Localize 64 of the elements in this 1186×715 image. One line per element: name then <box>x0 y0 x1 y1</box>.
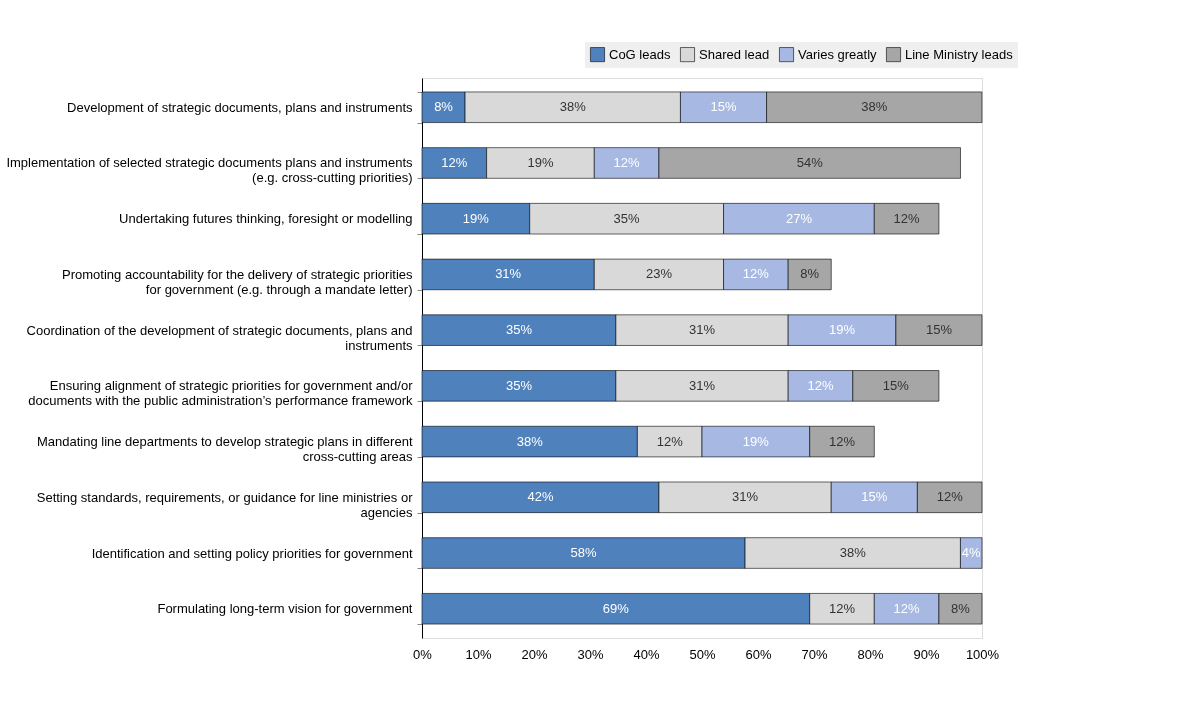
x-tick-label: 20% <box>521 646 548 662</box>
x-tick-label: 50% <box>689 646 716 662</box>
y-tick-label: Implementation of selected strategic documents plans and instruments (e.g. cross-cutting priorities) <box>6 155 413 186</box>
x-tick-label: 90% <box>913 646 940 662</box>
x-tick-label: 30% <box>577 646 604 662</box>
x-tick-label: 40% <box>633 646 660 662</box>
data-label: 12% <box>807 377 834 393</box>
data-label: 54% <box>796 154 824 170</box>
data-label: 69% <box>602 600 630 616</box>
data-label: 35% <box>505 377 533 393</box>
x-tick-label: 100% <box>965 646 1000 662</box>
y-tick-label: Setting standards, requirements, or guidance for line ministries or agencies <box>36 489 414 520</box>
legend-label: Line Ministry leads <box>905 46 1014 62</box>
data-label: 31% <box>689 377 716 393</box>
data-label: 12% <box>828 600 856 616</box>
data-label: 38% <box>861 99 888 115</box>
data-label: 35% <box>505 322 533 338</box>
y-tick-label: Identification and setting policy priorities for government <box>91 545 413 561</box>
data-label: 58% <box>570 545 597 561</box>
data-label: 8% <box>800 266 820 282</box>
y-tick-label: Formulating long-term vision for government <box>157 601 413 617</box>
data-label: 42% <box>527 489 554 505</box>
x-tick-label: 10% <box>465 646 492 662</box>
y-tick-label: Undertaking futures thinking, foresight or modelling <box>119 211 413 227</box>
data-label: 35% <box>613 210 641 226</box>
data-label: 19% <box>462 210 490 226</box>
x-tick-label: 70% <box>801 646 828 662</box>
data-label: 15% <box>925 322 953 338</box>
x-tick-label: 60% <box>745 646 772 662</box>
data-label: 19% <box>829 322 856 338</box>
data-label: 38% <box>839 545 867 561</box>
data-label: 12% <box>656 433 684 449</box>
data-label: 38% <box>516 433 544 449</box>
data-label: 38% <box>559 99 587 115</box>
data-label: 19% <box>742 433 770 449</box>
data-label: 12% <box>893 600 921 616</box>
y-tick-label: Coordination of the development of strategic documents, plans and instruments <box>26 322 413 353</box>
data-label: 15% <box>710 99 737 115</box>
data-label: 12% <box>742 266 770 282</box>
data-label: 8% <box>951 600 971 616</box>
x-tick-label: 0% <box>413 646 433 662</box>
data-label: 31% <box>732 489 759 505</box>
data-label: 4% <box>961 545 982 561</box>
data-label: 19% <box>527 154 554 170</box>
data-label: 27% <box>785 210 813 226</box>
data-label: 12% <box>613 154 641 170</box>
data-label: 31% <box>689 322 716 338</box>
data-label: 12% <box>936 489 964 505</box>
legend-label: Shared lead <box>699 46 770 62</box>
data-label: 31% <box>495 266 522 282</box>
legend-label: CoG leads <box>609 46 671 62</box>
y-tick-label: Promoting accountability for the delivery of strategic priorities for government (e.g. through a mandate letter) <box>62 266 413 297</box>
y-tick-label: Ensuring alignment of strategic priorities for government and/or documents with the public administration’s performance framework <box>28 378 414 409</box>
y-tick-label: Mandating line departments to develop strategic plans in different cross-cutting areas <box>36 434 413 465</box>
y-tick-label: Development of strategic documents, plans and instruments <box>67 99 413 115</box>
data-label: 15% <box>882 377 910 393</box>
x-tick-label: 80% <box>857 646 884 662</box>
data-label: 8% <box>434 99 454 115</box>
data-label: 12% <box>893 210 921 226</box>
data-label: 23% <box>645 266 673 282</box>
data-label: 12% <box>828 433 856 449</box>
legend-label: Varies greatly <box>798 46 878 62</box>
data-label: 15% <box>861 489 888 505</box>
data-label: 12% <box>441 154 468 170</box>
